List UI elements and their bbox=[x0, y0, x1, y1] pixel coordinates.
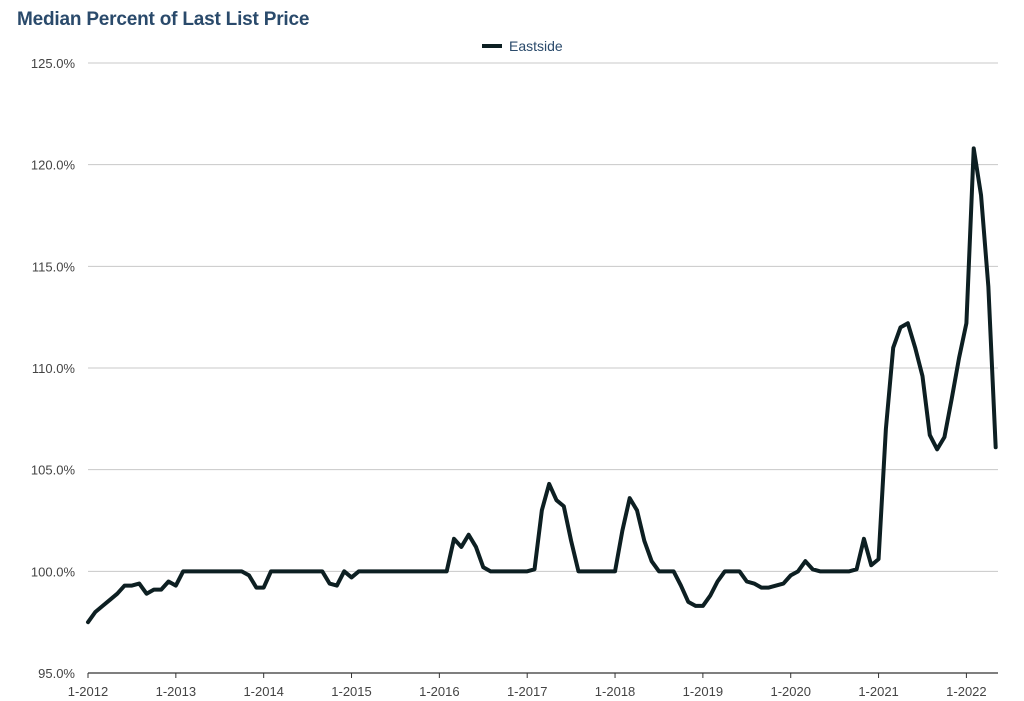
series-layer bbox=[86, 146, 998, 625]
x-tick-label: 1-2013 bbox=[156, 684, 196, 699]
series-line-eastside bbox=[86, 146, 998, 625]
x-tick-label: 1-2014 bbox=[243, 684, 283, 699]
y-axis: 95.0% 100.0% 105.0% 110.0% 115.0% 120.0% 125.0… bbox=[31, 56, 76, 681]
x-tick-label: 1-2020 bbox=[770, 684, 810, 699]
y-tick-label: 120.0% bbox=[31, 158, 76, 173]
x-tick-label: 1-2017 bbox=[507, 684, 547, 699]
x-tick-label: 1-2015 bbox=[331, 684, 371, 699]
gridlines bbox=[88, 62, 998, 674]
y-tick-label: 100.0% bbox=[31, 564, 76, 579]
y-tick-label: 110.0% bbox=[32, 361, 76, 376]
y-tick-label: 115.0% bbox=[32, 259, 76, 274]
x-axis: 1-2012 1-2013 1-2014 1-2015 1-2016 1-2017 1-20… bbox=[68, 673, 987, 699]
x-tick-label: 1-2018 bbox=[595, 684, 635, 699]
x-tick-label: 1-2021 bbox=[858, 684, 898, 699]
chart-title: Median Percent of Last List Price bbox=[17, 9, 310, 30]
x-tick-label: 1-2022 bbox=[946, 684, 986, 699]
x-tick-label: 1-2019 bbox=[683, 684, 723, 699]
legend-label-eastside: Eastside bbox=[509, 38, 563, 54]
y-tick-label: 125.0% bbox=[31, 56, 76, 71]
legend-swatch-eastside bbox=[482, 44, 502, 48]
y-tick-label: 105.0% bbox=[31, 463, 76, 478]
legend: Eastside bbox=[482, 38, 563, 54]
y-tick-label: 95.0% bbox=[38, 666, 75, 681]
x-tick-label: 1-2016 bbox=[419, 684, 459, 699]
x-tick-label: 1-2012 bbox=[68, 684, 108, 699]
